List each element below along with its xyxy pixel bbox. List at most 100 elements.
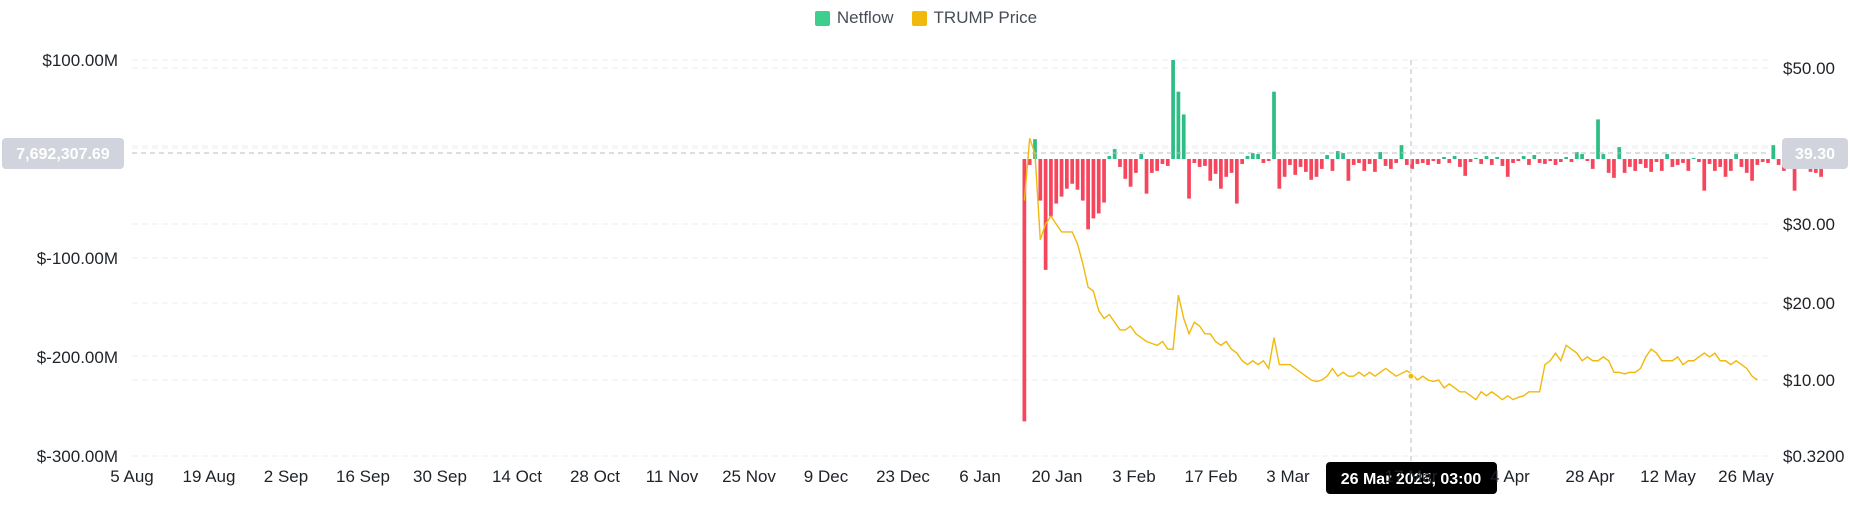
netflow-bar[interactable] [1612,159,1616,178]
netflow-bar[interactable] [1038,159,1043,201]
netflow-bar[interactable] [1601,154,1606,159]
netflow-bar[interactable] [1049,159,1053,217]
netflow-bar[interactable] [1171,60,1175,159]
netflow-bar[interactable] [1314,159,1319,177]
netflow-bar[interactable] [1452,156,1457,159]
netflow-bar[interactable] [1192,159,1197,163]
netflow-bar[interactable] [1298,159,1303,167]
netflow-bar[interactable] [1596,119,1600,159]
netflow-bar[interactable] [1463,159,1468,176]
netflow-bar[interactable] [1532,155,1537,159]
netflow-bar[interactable] [1516,159,1521,161]
netflow-bar[interactable] [1638,159,1643,164]
netflow-bar[interactable] [1628,159,1632,167]
netflow-bar[interactable] [1521,156,1526,159]
netflow-bar[interactable] [1484,156,1489,159]
netflow-bar[interactable] [1213,159,1218,174]
netflow-bar[interactable] [1229,159,1234,173]
legend-item-price[interactable]: TRUMP Price [911,8,1037,28]
netflow-bar[interactable] [1197,159,1202,167]
netflow-bar[interactable] [1474,158,1478,160]
netflow-bar[interactable] [1394,159,1399,163]
netflow-bar[interactable] [1410,159,1414,169]
netflow-bar[interactable] [1569,159,1574,162]
netflow-bar[interactable] [1734,154,1738,159]
netflow-bar[interactable] [1659,159,1664,171]
netflow-bar[interactable] [1643,159,1648,168]
netflow-bar[interactable] [1420,159,1425,163]
netflow-bar[interactable] [1495,157,1499,159]
netflow-bar[interactable] [1553,159,1558,165]
netflow-bar[interactable] [1240,159,1244,164]
netflow-bar[interactable] [1511,159,1515,163]
netflow-bar[interactable] [1261,159,1266,163]
netflow-bar[interactable] [1367,159,1372,164]
netflow-bar[interactable] [1527,159,1531,165]
netflow-bar[interactable] [1155,159,1160,171]
netflow-bar[interactable] [1149,159,1154,173]
netflow-bar[interactable] [1713,159,1717,171]
netflow-bar[interactable] [1415,159,1420,164]
netflow-bar[interactable] [1606,159,1611,173]
netflow-bar[interactable] [1351,159,1356,165]
netflow-bar[interactable] [1080,159,1085,201]
netflow-bar[interactable] [1750,159,1754,181]
netflow-bar[interactable] [1293,159,1298,175]
netflow-bar[interactable] [1378,152,1383,159]
netflow-bar[interactable] [1325,155,1329,159]
netflow-bar[interactable] [1203,159,1207,166]
netflow-bar[interactable] [1537,159,1542,163]
netflow-bar[interactable] [1686,159,1691,171]
netflow-bar[interactable] [1728,159,1733,171]
netflow-bar[interactable] [1288,159,1292,165]
netflow-bar[interactable] [1479,159,1484,164]
netflow-bar[interactable] [1707,159,1712,164]
netflow-bar[interactable] [1580,154,1584,159]
legend-item-netflow[interactable]: Netflow [814,8,894,28]
netflow-bar[interactable] [1123,159,1128,179]
netflow-bar[interactable] [1112,149,1117,159]
netflow-bar[interactable] [1426,159,1430,165]
netflow-bar[interactable] [1139,154,1144,159]
netflow-bar[interactable] [1436,159,1441,164]
netflow-bar[interactable] [1086,159,1090,230]
netflow-bar[interactable] [1675,159,1680,165]
netflow-bar[interactable] [1548,159,1553,161]
netflow-bar[interactable] [1771,145,1776,159]
netflow-bar[interactable] [1208,159,1213,181]
netflow-bar[interactable] [1304,159,1308,172]
netflow-bar[interactable] [1282,159,1287,177]
netflow-bar[interactable] [1760,159,1765,162]
netflow-bar[interactable] [1319,159,1324,169]
netflow-bar[interactable] [1558,159,1563,162]
netflow-bar[interactable] [1096,159,1101,214]
netflow-bar[interactable] [1091,159,1096,219]
netflow-bar[interactable] [1330,159,1335,171]
netflow-bar[interactable] [1622,159,1627,173]
netflow-bar[interactable] [1346,159,1351,181]
netflow-bar[interactable] [1107,156,1112,159]
netflow-bar[interactable] [1792,159,1797,191]
netflow-bar[interactable] [1165,159,1170,166]
netflow-bar[interactable] [1357,159,1361,163]
netflow-bar[interactable] [1245,156,1250,159]
netflow-bar[interactable] [1697,159,1701,162]
netflow-bar[interactable] [1564,157,1569,159]
netflow-bar[interactable] [1075,159,1080,190]
netflow-bar[interactable] [1043,159,1048,270]
netflow-bar[interactable] [1489,159,1494,165]
netflow-bar[interactable] [1755,159,1760,165]
netflow-bar[interactable] [1442,157,1446,159]
netflow-bar[interactable] [1309,159,1314,180]
netflow-bar[interactable] [1176,91,1181,159]
netflow-bar[interactable] [1341,153,1345,159]
netflow-bar[interactable] [1691,158,1696,160]
netflow-bar[interactable] [1665,154,1669,159]
netflow-bar[interactable] [1447,159,1452,163]
netflow-bar[interactable] [1033,139,1037,159]
netflow-bar[interactable] [1234,159,1239,204]
netflow-bar[interactable] [1389,159,1393,169]
netflow-bar[interactable] [1022,159,1027,422]
netflow-bar[interactable] [1723,159,1728,177]
